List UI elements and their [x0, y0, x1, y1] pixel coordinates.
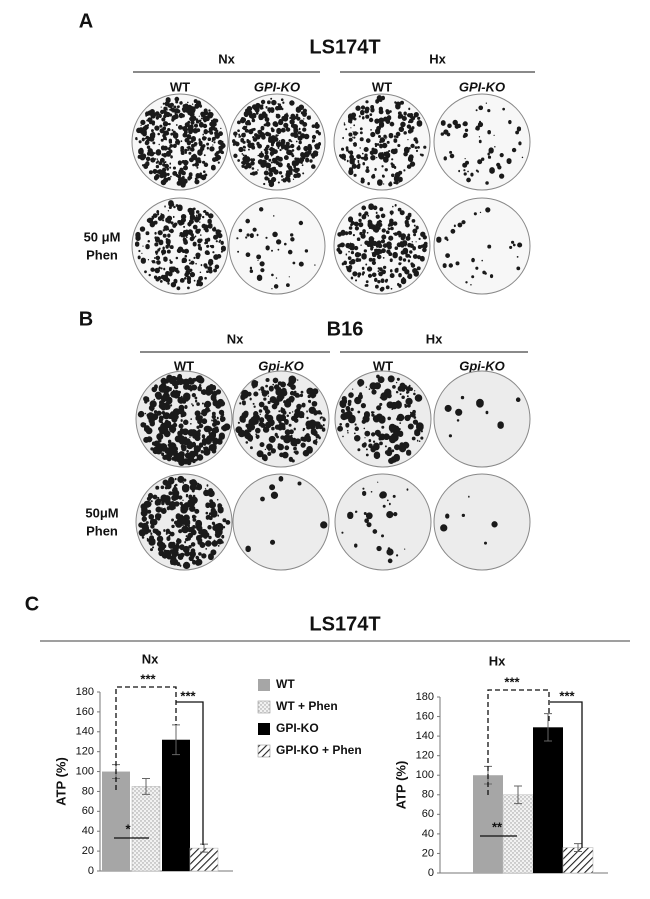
label: Nx: [218, 51, 235, 66]
colonies: [339, 95, 427, 187]
label: Hx: [426, 331, 443, 346]
plate: [334, 473, 432, 571]
colonies: [235, 375, 326, 463]
label: GPI-KO: [276, 721, 319, 735]
label: 50μM: [85, 505, 118, 520]
plate: [433, 370, 531, 468]
y-tick-label: 80: [82, 785, 94, 797]
error-bar: [544, 713, 552, 742]
label: GPI-KO + Phen: [276, 743, 362, 757]
y-tick-label: 0: [428, 867, 434, 879]
colonies: [135, 96, 226, 188]
y-tick-label: 120: [416, 750, 434, 762]
significance-bracket: [115, 686, 177, 790]
label: WT: [276, 677, 295, 691]
label: LS174T: [309, 613, 380, 635]
significance-bracket: [176, 701, 204, 845]
colonies: [134, 200, 226, 291]
label: GPI-KO: [459, 79, 505, 94]
y-tick-label: 140: [76, 726, 94, 738]
label: ***: [140, 671, 156, 686]
colonies: [138, 475, 231, 570]
colonies: [444, 395, 521, 438]
label: LS174T: [309, 36, 380, 58]
label: ***: [504, 674, 520, 689]
colonies: [336, 203, 428, 292]
label: C: [25, 593, 39, 615]
y-tick-label: 40: [422, 828, 434, 840]
y-tick-label: 100: [416, 769, 434, 781]
label: WT: [170, 79, 190, 94]
label: Nx: [142, 651, 159, 666]
bar: WT + Phen: [502, 794, 534, 874]
y-tick-label: 20: [422, 847, 434, 859]
label: Gpi-KO: [459, 358, 505, 373]
y-tick-label: 80: [422, 789, 434, 801]
label: WT: [373, 358, 393, 373]
plate: [232, 473, 330, 571]
bar: GPI-KO: [533, 727, 563, 873]
label: A: [79, 10, 93, 32]
label: Gpi-KO: [258, 358, 304, 373]
label: Phen: [86, 247, 118, 262]
label: B16: [327, 318, 364, 340]
label: ATP (%): [53, 757, 68, 806]
label: *: [125, 821, 131, 836]
y-tick-label: 20: [82, 845, 94, 857]
plate: [433, 93, 531, 191]
bar: [131, 786, 161, 872]
colonies: [137, 373, 231, 466]
plate: [228, 197, 326, 295]
label: WT: [372, 79, 392, 94]
bar: [162, 739, 190, 871]
error-bar: [514, 785, 522, 805]
label: 50 μM: [84, 229, 121, 244]
label: ***: [180, 688, 196, 703]
y-tick-label: 100: [76, 765, 94, 777]
label: Phen: [86, 523, 118, 538]
plate: [433, 197, 531, 295]
label: ATP (%): [393, 761, 408, 810]
label: Nx: [227, 331, 244, 346]
label: WT + Phen: [276, 699, 338, 713]
label: WT: [174, 358, 194, 373]
colonies: [232, 97, 322, 188]
significance-bracket: [550, 701, 583, 848]
y-tick-label: 60: [422, 808, 434, 820]
legend-swatch: [258, 679, 270, 691]
legend-swatch: [257, 744, 271, 758]
error-bar: [142, 778, 150, 795]
y-tick-label: 180: [416, 691, 434, 703]
y-tick-label: 40: [82, 825, 94, 837]
y-tick-label: 60: [82, 805, 94, 817]
error-bar: [574, 843, 582, 852]
y-tick-label: 160: [416, 710, 434, 722]
y-tick-label: 180: [76, 686, 94, 698]
significance-bracket: [487, 689, 550, 795]
y-tick-label: 160: [76, 706, 94, 718]
y-tick-label: 0: [88, 865, 94, 877]
colonies: [337, 374, 424, 464]
label: Hx: [429, 51, 446, 66]
y-tick-label: 120: [76, 746, 94, 758]
plate: [433, 473, 531, 571]
label: GPI-KO: [254, 79, 300, 94]
legend-swatch: [258, 723, 270, 735]
label: Hx: [489, 653, 506, 668]
legend-swatch: [257, 700, 271, 714]
y-tick-label: 140: [416, 730, 434, 742]
label: **: [492, 819, 503, 834]
label: B: [79, 308, 93, 330]
error-bar: [200, 843, 208, 853]
label: ***: [559, 688, 575, 703]
